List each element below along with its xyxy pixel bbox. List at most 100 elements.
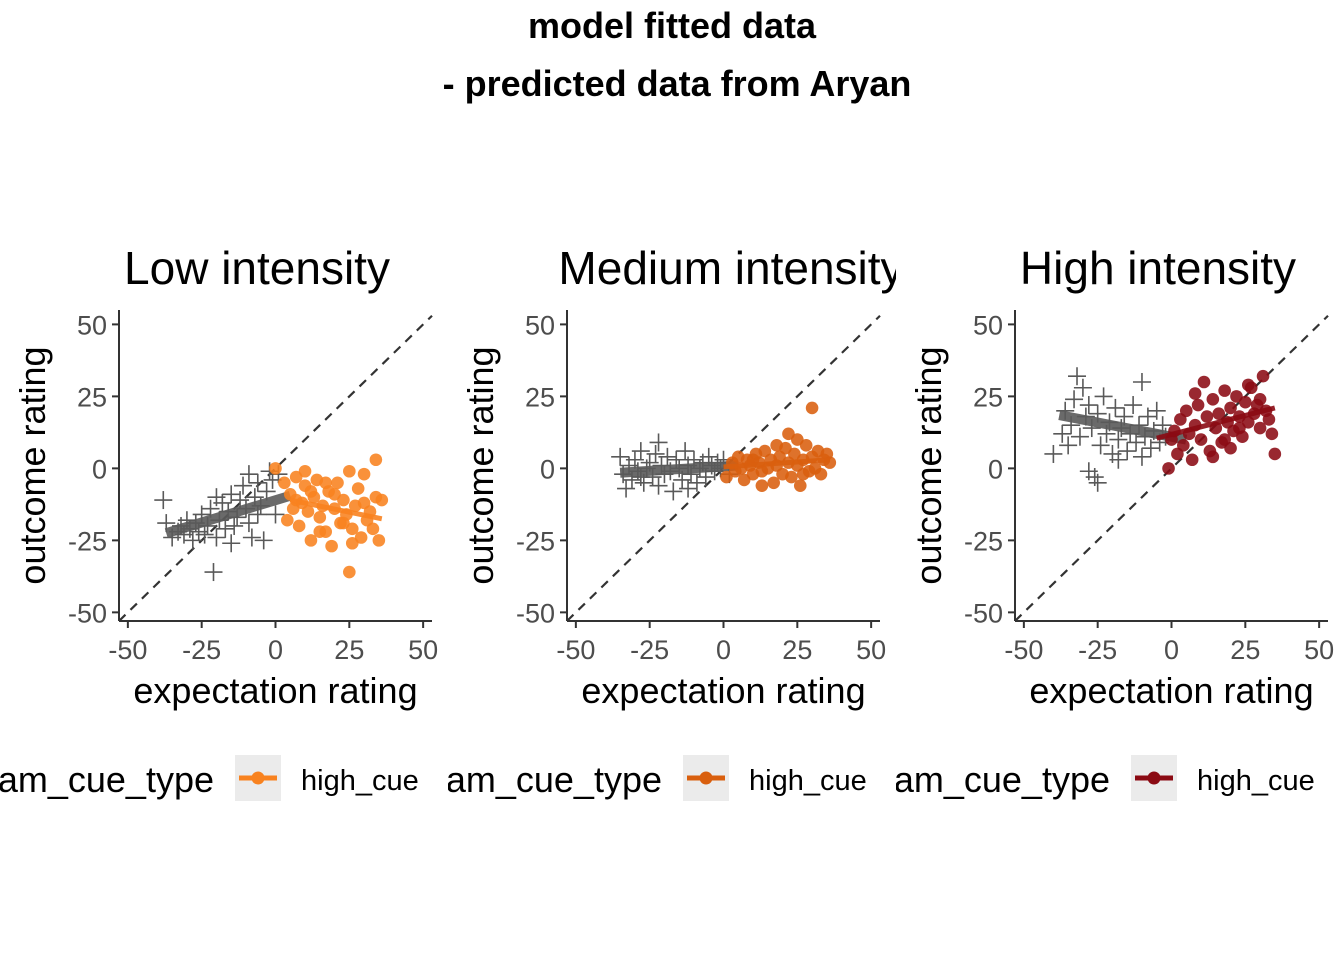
y-axis-title: outcome rating [460,346,501,584]
data-point [343,565,356,579]
data-point [357,467,371,481]
data-point [366,522,380,536]
y-tick-label: -25 [516,526,555,556]
data-point [1239,395,1252,409]
data-point [207,528,226,547]
data-point [1118,442,1137,461]
data-point [234,476,253,495]
x-tick-label: 0 [716,635,731,665]
data-point [676,442,695,461]
panels: Low intensity-50-50-25-250025255050expec… [0,242,1334,801]
figure-title-line1: model fitted data [528,5,817,46]
x-axis-title: expectation rating [1029,670,1313,711]
x-tick-label: 25 [1230,635,1260,665]
identity-line [118,314,433,622]
y-tick-label: -50 [964,598,1003,628]
data-point [1162,462,1175,475]
data-point [254,531,273,550]
trend-line [1156,405,1276,441]
data-point [1265,427,1279,441]
y-axis-title: outcome rating [12,346,53,584]
data-point [793,479,807,492]
data-point [1218,384,1231,397]
legend-key-point [699,771,713,785]
data-point [1179,404,1193,418]
data-point [239,514,258,533]
data-point [1132,447,1151,466]
x-tick-label: -50 [1004,635,1043,665]
data-point [796,467,810,481]
legend-title: param_cue_type [0,759,214,800]
data-point [646,444,665,463]
data-point [1253,421,1267,435]
data-point [1124,396,1143,415]
y-tick-label: 0 [92,454,107,484]
legend-key-point [1147,771,1161,785]
data-point [1070,427,1089,446]
data-point [1053,424,1072,443]
data-point [1106,398,1125,417]
data-point [351,482,365,495]
data-point [325,539,338,553]
data-point [298,464,312,478]
y-tick-label: 25 [525,382,555,412]
x-tick-label: -25 [630,635,669,665]
y-tick-label: 50 [973,310,1003,340]
data-point [222,534,241,553]
data-point [1241,378,1255,392]
legend-title: param_cue_type [394,759,662,800]
data-point [328,487,341,501]
data-point [1262,413,1276,426]
data-point [767,476,780,490]
data-point [1094,387,1113,406]
trend-line [619,460,739,478]
data-point [304,534,318,547]
x-tick-label: 50 [856,635,886,665]
data-point [242,528,261,547]
data-point [154,491,173,510]
data-point [216,519,235,538]
x-tick-label: -25 [1078,635,1117,665]
y-tick-label: 0 [988,454,1003,484]
data-point [239,465,258,484]
x-tick-label: 50 [1304,635,1334,665]
data-point [269,462,282,475]
data-point [1212,407,1226,420]
data-point [1188,387,1202,400]
y-tick-label: -25 [964,526,1003,556]
identity-line [566,314,881,622]
data-point [1191,398,1205,412]
data-point [345,536,359,550]
data-point [1194,433,1208,446]
data-point [1185,453,1199,467]
data-point [664,482,683,501]
x-tick-label: -25 [182,635,221,665]
panel-title: High intensity [1020,242,1296,294]
y-tick-label: 25 [77,382,107,412]
data-point [304,485,318,498]
data-point [755,479,769,492]
data-point [1088,473,1107,492]
data-point [1224,401,1237,415]
legend-label: high_cue [1197,765,1315,797]
data-point [204,563,223,582]
data-point [1109,430,1128,449]
data-point [1256,369,1270,383]
data-point [1147,401,1166,420]
legend-key-point [251,771,265,785]
series-low_cue [611,433,739,501]
data-point [785,470,798,484]
panel-2: Medium intensity -50-50 -25 -25 0 0 25 25 50 50 ex… [394,242,896,801]
data-point [649,476,668,495]
data-point [1206,450,1220,464]
legend-label: high_cue [749,765,867,797]
x-axis-title: expectation rating [581,670,865,711]
data-point [257,482,276,501]
data-point [770,439,783,452]
data-point [369,453,383,467]
x-tick-label: -50 [556,635,595,665]
data-point [319,476,332,490]
data-point [372,534,386,547]
data-point [1197,375,1211,389]
